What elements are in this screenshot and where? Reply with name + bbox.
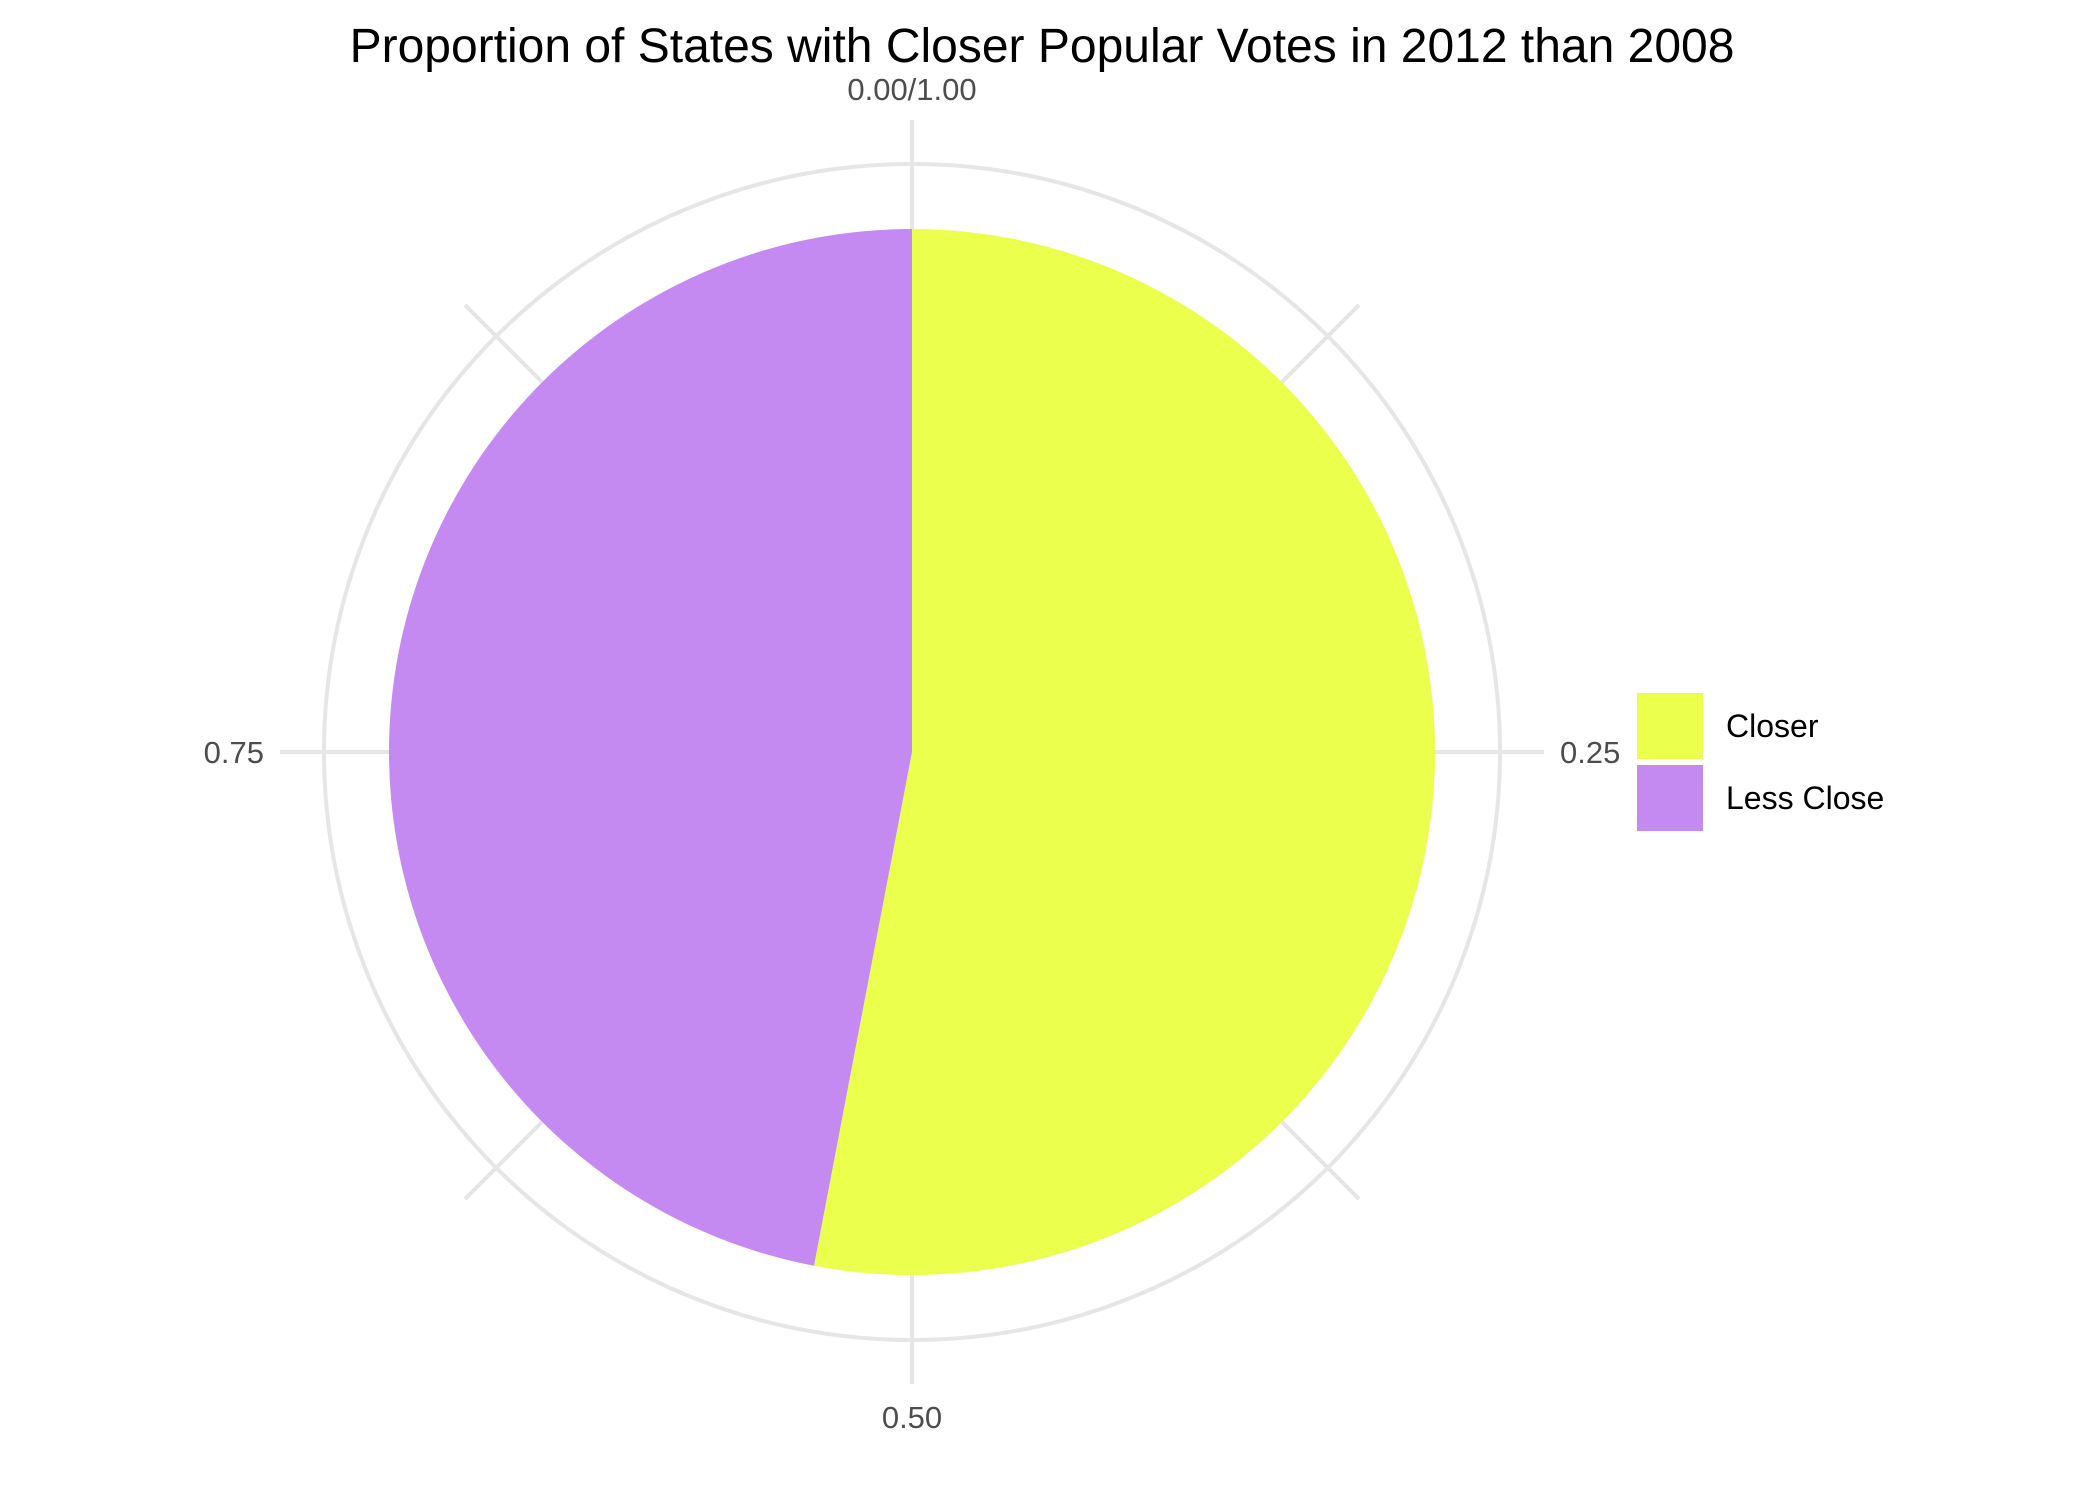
legend-label: Closer xyxy=(1726,708,1819,744)
angle-tick-label: 0.25 xyxy=(1560,735,1620,770)
chart-title: Proportion of States with Closer Popular… xyxy=(350,20,1735,73)
pie-slices xyxy=(388,229,1435,1275)
grid-spoke xyxy=(463,1120,544,1201)
legend: Closer Less Close xyxy=(1637,693,1884,831)
legend-label: Less Close xyxy=(1726,780,1884,816)
angle-tick-label: 0.75 xyxy=(204,735,264,770)
angle-tick-label: 0.00/1.00 xyxy=(847,72,976,107)
legend-key-closer xyxy=(1637,693,1703,759)
pie-slice-closer xyxy=(813,229,1435,1275)
grid-spoke xyxy=(463,303,544,384)
pie-slice-less-close xyxy=(388,229,912,1266)
angle-tick-label: 0.50 xyxy=(882,1400,942,1435)
polar-grid xyxy=(280,120,1544,1384)
angle-axis-ticks: 0.00/1.00 0.25 0.50 0.75 xyxy=(204,72,1621,1435)
legend-key-less-close xyxy=(1637,765,1703,831)
grid-spoke xyxy=(1280,1120,1361,1201)
grid-spoke xyxy=(1280,303,1361,384)
